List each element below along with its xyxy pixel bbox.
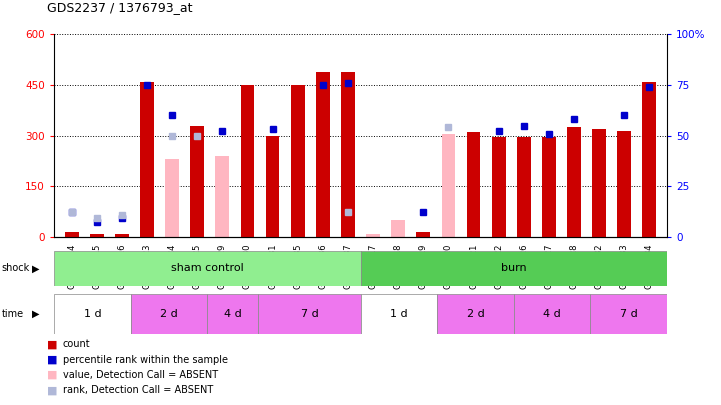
- Text: ■: ■: [47, 355, 58, 364]
- Bar: [437, 294, 513, 334]
- Text: sham control: sham control: [171, 263, 244, 273]
- Bar: [54, 294, 131, 334]
- Bar: [241, 85, 255, 237]
- Text: 1 d: 1 d: [390, 309, 407, 319]
- Text: ▶: ▶: [32, 263, 40, 273]
- Bar: [517, 137, 531, 237]
- Bar: [216, 156, 229, 237]
- Bar: [492, 137, 505, 237]
- Bar: [258, 294, 360, 334]
- Text: 4 d: 4 d: [543, 309, 561, 319]
- Bar: [208, 294, 258, 334]
- Text: ■: ■: [47, 386, 58, 395]
- Text: ■: ■: [47, 370, 58, 380]
- Bar: [592, 129, 606, 237]
- Bar: [617, 130, 631, 237]
- Text: shock: shock: [1, 263, 30, 273]
- Text: percentile rank within the sample: percentile rank within the sample: [63, 355, 228, 364]
- Bar: [513, 294, 590, 334]
- Text: ■: ■: [47, 339, 58, 349]
- Bar: [115, 234, 129, 237]
- Bar: [441, 134, 456, 237]
- Text: 2 d: 2 d: [466, 309, 485, 319]
- Bar: [265, 136, 280, 237]
- Bar: [131, 294, 208, 334]
- Bar: [542, 137, 556, 237]
- Text: GDS2237 / 1376793_at: GDS2237 / 1376793_at: [47, 1, 193, 14]
- Bar: [140, 82, 154, 237]
- Text: 1 d: 1 d: [84, 309, 101, 319]
- Text: value, Detection Call = ABSENT: value, Detection Call = ABSENT: [63, 370, 218, 380]
- Text: rank, Detection Call = ABSENT: rank, Detection Call = ABSENT: [63, 386, 213, 395]
- Text: ▶: ▶: [32, 309, 40, 319]
- Bar: [466, 132, 480, 237]
- Text: 7 d: 7 d: [301, 309, 318, 319]
- Bar: [54, 251, 360, 286]
- Bar: [590, 294, 667, 334]
- Bar: [360, 294, 437, 334]
- Text: 2 d: 2 d: [160, 309, 178, 319]
- Bar: [65, 232, 79, 237]
- Bar: [65, 234, 79, 237]
- Bar: [360, 251, 667, 286]
- Text: 4 d: 4 d: [224, 309, 242, 319]
- Bar: [291, 85, 304, 237]
- Bar: [366, 234, 380, 237]
- Bar: [90, 234, 104, 237]
- Bar: [567, 127, 581, 237]
- Text: burn: burn: [501, 263, 526, 273]
- Text: time: time: [1, 309, 24, 319]
- Bar: [165, 159, 179, 237]
- Bar: [417, 232, 430, 237]
- Text: count: count: [63, 339, 90, 349]
- Bar: [316, 72, 329, 237]
- Bar: [190, 126, 204, 237]
- Text: 7 d: 7 d: [620, 309, 637, 319]
- Bar: [341, 72, 355, 237]
- Bar: [642, 82, 656, 237]
- Bar: [392, 220, 405, 237]
